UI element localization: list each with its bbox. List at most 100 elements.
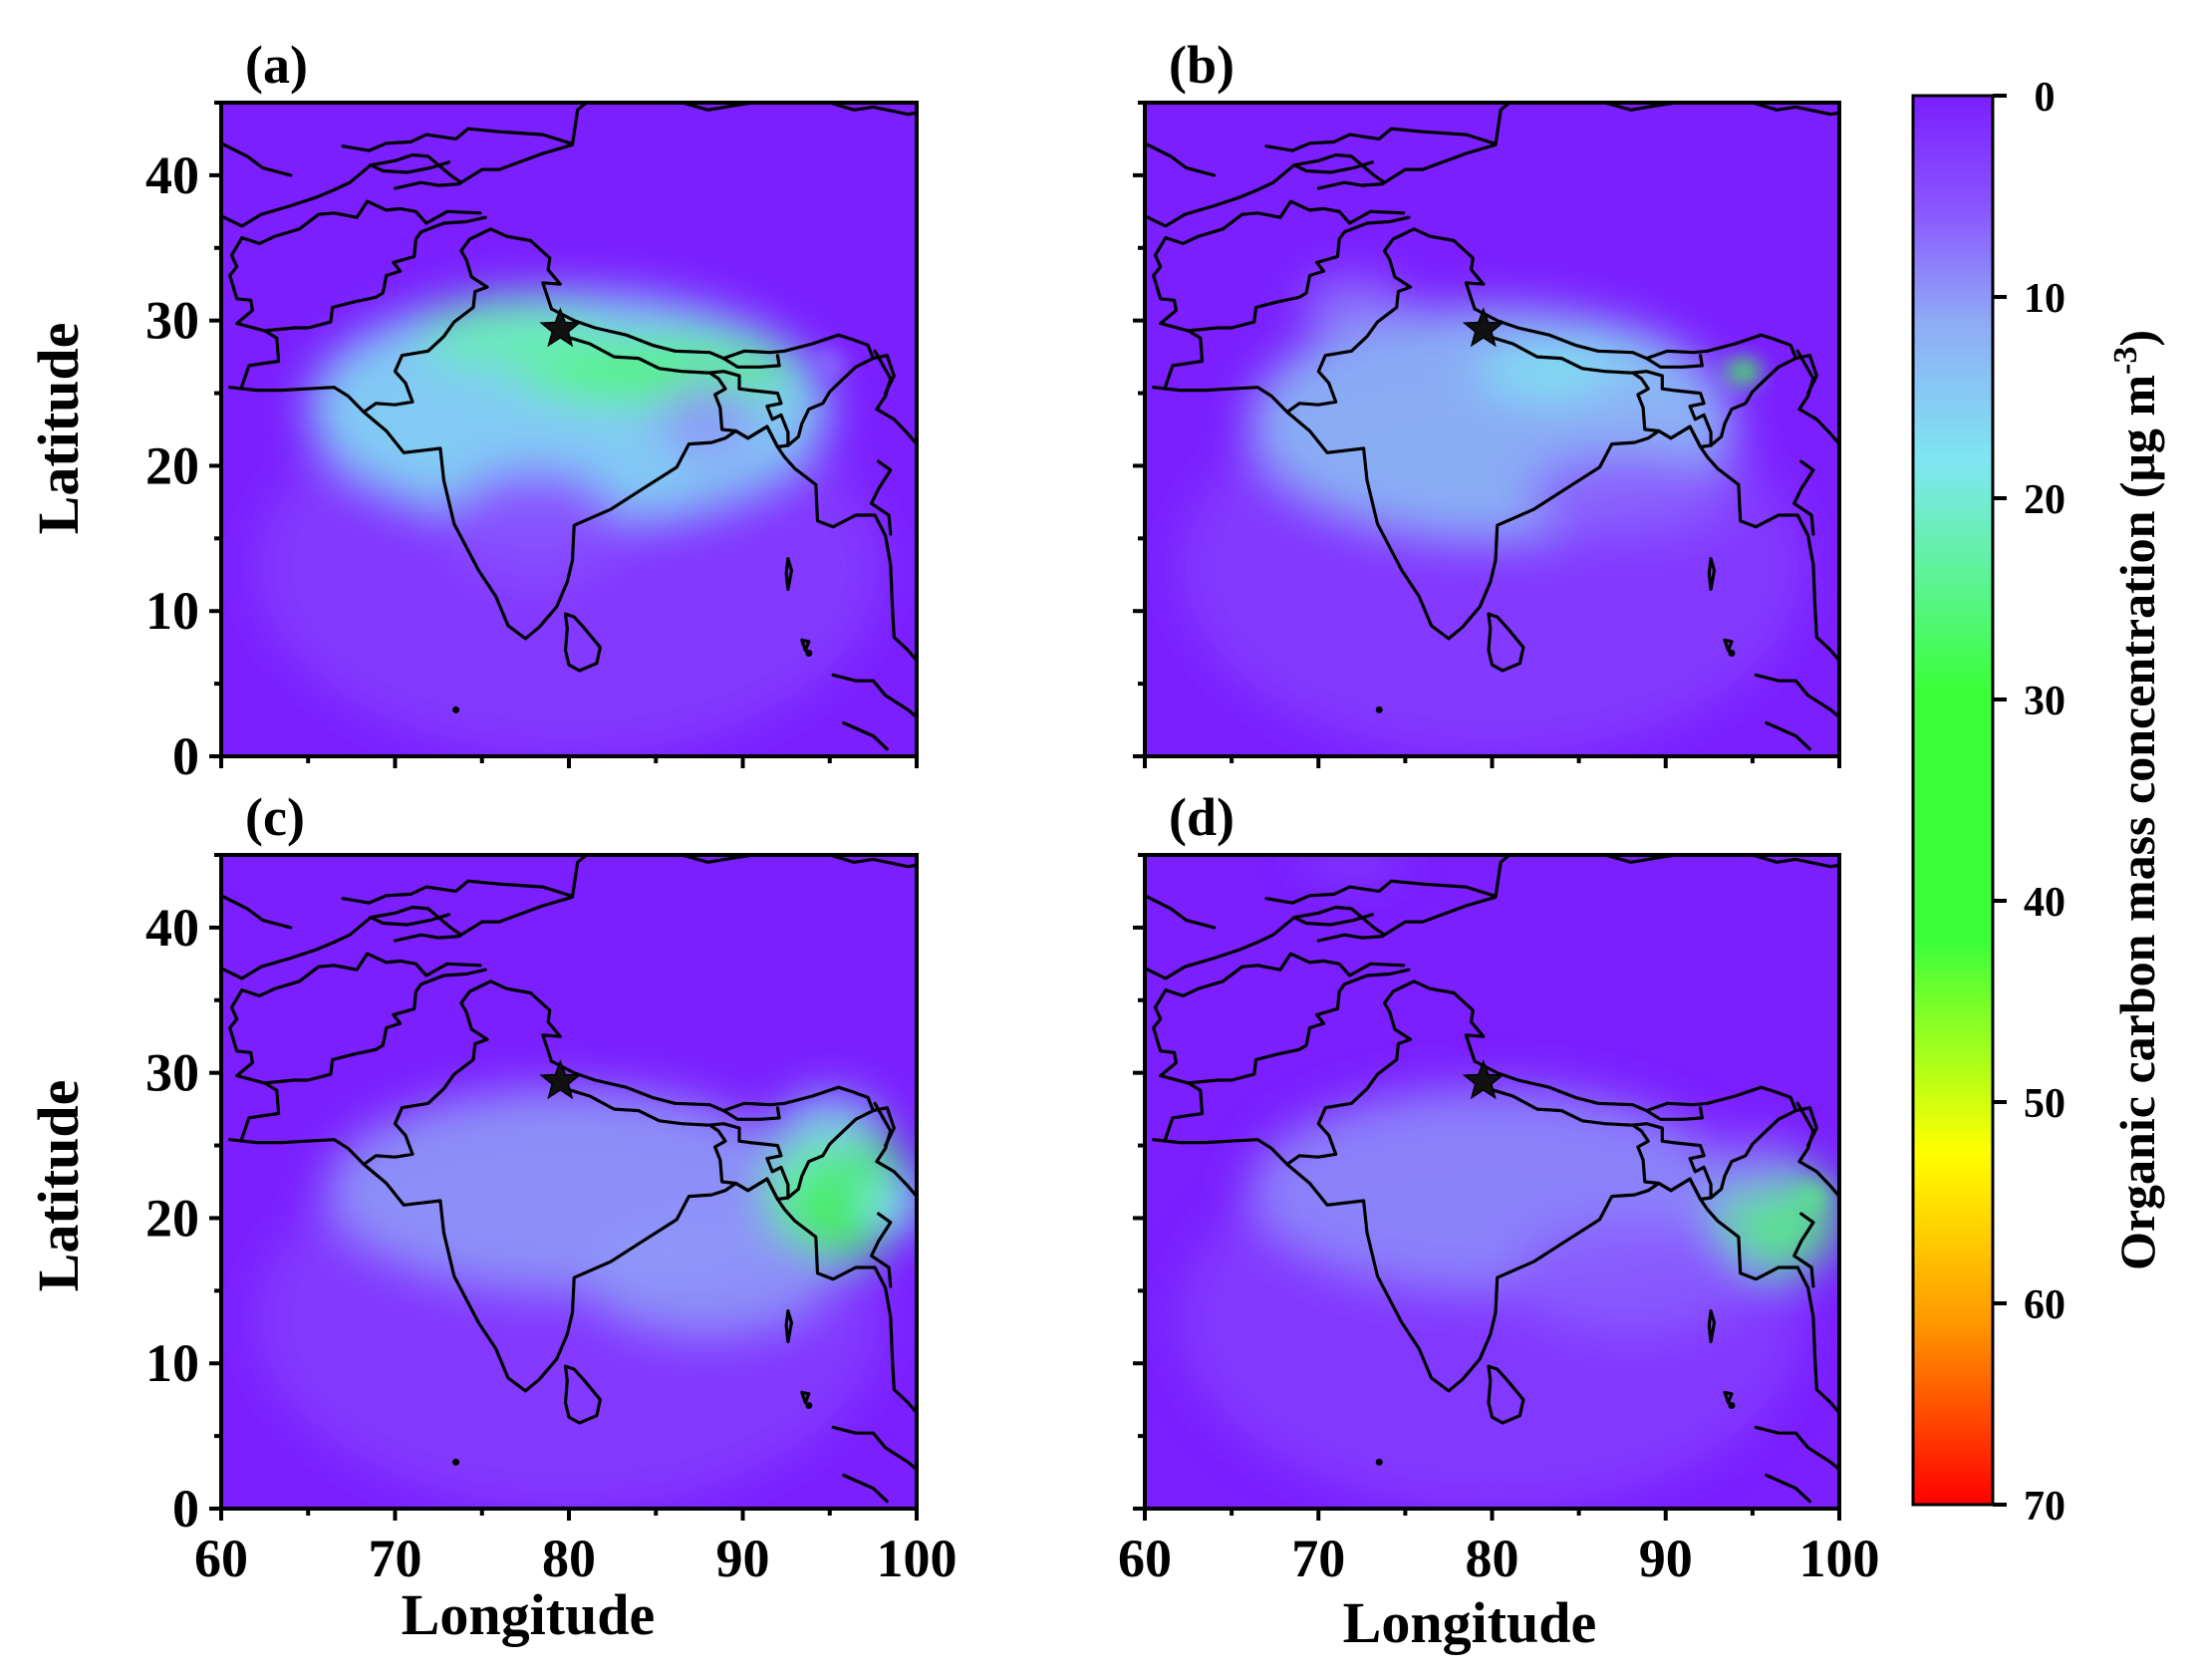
border-line — [873, 1101, 917, 1199]
x-tick-label: 80 — [1466, 1529, 1519, 1588]
border-line — [870, 1212, 893, 1288]
y-tick-label: 10 — [145, 1333, 199, 1393]
border-line — [1473, 1059, 1797, 1200]
x-tick-label: 90 — [716, 1529, 770, 1588]
concentration-blob — [1798, 1184, 1827, 1209]
colorbar: 0 10 20 30 40 50 60 70 — [1911, 75, 2065, 1530]
concentration-field — [255, 291, 883, 756]
border-line — [707, 1122, 790, 1202]
border-line — [873, 349, 917, 446]
border-line — [721, 354, 781, 369]
border-line — [393, 933, 461, 943]
border-line — [569, 336, 710, 375]
island-dot — [805, 1401, 813, 1409]
station-star-marker — [1462, 307, 1505, 348]
concentration-blob — [1526, 450, 1736, 539]
border-line — [831, 1425, 917, 1472]
border-line — [1793, 1106, 1818, 1148]
border-line — [563, 1364, 602, 1425]
border-line — [341, 127, 573, 152]
border-line — [871, 354, 896, 396]
colorbar-tick-label: 40 — [2024, 880, 2065, 926]
border-line — [828, 855, 917, 869]
border-line — [529, 990, 562, 1063]
border-line — [1421, 855, 1512, 924]
x-axis-title-left: Longitude — [402, 1582, 656, 1647]
border-line — [1152, 236, 1205, 388]
border-line — [497, 855, 589, 924]
border-line — [1723, 1390, 1734, 1405]
border-line — [263, 968, 487, 1085]
border-line — [1152, 980, 1456, 1167]
map-panel-b: (b) — [1133, 35, 1841, 768]
country-borders — [1145, 103, 1839, 751]
border-line — [369, 160, 451, 174]
island-dot — [1728, 1401, 1736, 1409]
border-line — [263, 215, 487, 333]
border-line — [1765, 1473, 1811, 1504]
island-dot — [1375, 705, 1383, 713]
border-line — [784, 1309, 793, 1343]
border-line — [1264, 127, 1496, 152]
y-tick-label: 10 — [145, 581, 199, 641]
concentration-field — [255, 1087, 917, 1509]
border-line — [228, 227, 533, 415]
border-line — [800, 638, 811, 653]
island-dot — [452, 1458, 460, 1466]
panel-label: (c) — [245, 787, 305, 847]
colorbar-tick-label: 10 — [2024, 276, 2065, 322]
x-tick-label: 70 — [369, 1529, 422, 1588]
border-line — [221, 894, 293, 930]
border-line — [1793, 354, 1818, 396]
concentration-blob — [1709, 1138, 1796, 1197]
border-line — [1754, 1425, 1839, 1472]
border-line — [1751, 855, 1839, 869]
colorbar-title-end: ) — [2109, 330, 2165, 347]
border-line — [221, 141, 293, 177]
colorbar-tick-label: 30 — [2024, 679, 2065, 724]
border-line — [1795, 1101, 1839, 1199]
border-line — [1631, 1122, 1713, 1202]
border-line — [784, 557, 793, 591]
y-tick-label: 30 — [145, 291, 199, 351]
border-line — [871, 1106, 896, 1148]
x-tick-label: 100 — [877, 1529, 958, 1588]
border-line — [1754, 673, 1839, 719]
border-line — [1792, 1212, 1815, 1288]
border-line — [1645, 1106, 1704, 1121]
border-line — [1631, 370, 1713, 449]
border-line — [1452, 238, 1486, 311]
map-panel-a: 0 10 20 30 40 (a) — [145, 35, 919, 786]
island-dot — [1728, 649, 1736, 657]
y-axis-title-top: Latitude — [26, 323, 91, 535]
panel-label: (d) — [1169, 787, 1235, 847]
panel-label: (b) — [1169, 35, 1235, 95]
y-tick-label: 20 — [145, 1188, 199, 1248]
border-line — [1492, 1088, 1633, 1127]
station-star-marker — [539, 1059, 582, 1100]
y-tick-label: 20 — [145, 435, 199, 495]
border-line — [1316, 180, 1385, 190]
border-line — [1164, 199, 1406, 245]
border-line — [721, 1106, 781, 1121]
island-dot — [452, 705, 460, 713]
border-line — [1792, 459, 1815, 536]
y-tick-label: 30 — [145, 1043, 199, 1103]
concentration-blob — [777, 1094, 883, 1153]
colorbar-tick-label: 0 — [2035, 75, 2056, 121]
border-line — [1765, 720, 1811, 751]
border-line — [1187, 215, 1411, 333]
colorbar-tick-label: 20 — [2024, 477, 2065, 523]
concentration-blob — [855, 1174, 917, 1234]
concentration-blob — [1300, 276, 1406, 336]
concentration-blob — [1300, 855, 1406, 870]
island-dot — [805, 649, 813, 657]
border-line — [369, 913, 451, 927]
border-line — [228, 980, 533, 1167]
colorbar-title-sup: -3 — [2107, 347, 2144, 375]
border-line — [1187, 968, 1411, 1085]
colorbar-tick-label: 60 — [2024, 1282, 2065, 1328]
panel-label: (a) — [245, 35, 308, 95]
border-line — [563, 612, 602, 673]
border-line — [1723, 638, 1734, 653]
